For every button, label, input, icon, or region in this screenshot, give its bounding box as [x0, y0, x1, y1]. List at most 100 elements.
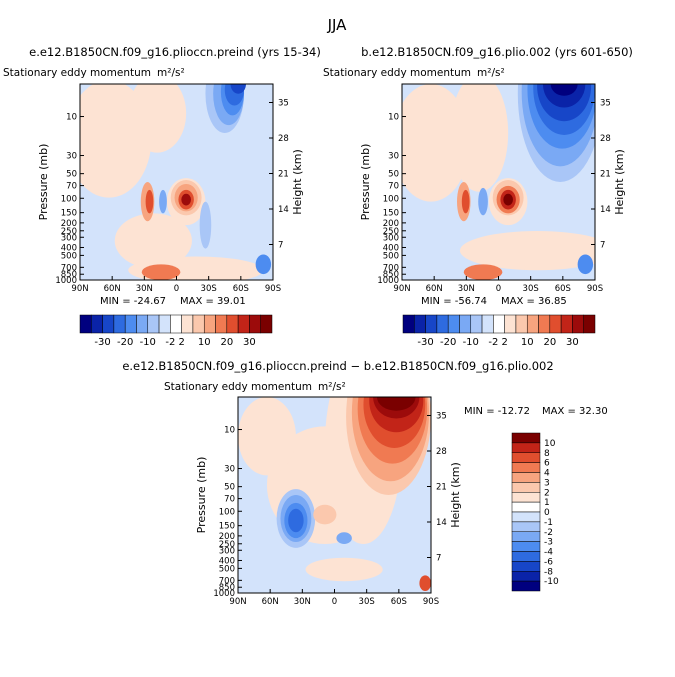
panel-1-colorbar-box	[260, 314, 273, 334]
panel-2-colorbar-box	[425, 314, 438, 334]
panel-2-ytick-label: 10	[388, 113, 399, 123]
panel-3-colorbar-label: 2	[544, 488, 550, 498]
panel-1-xtick-label: 30S	[201, 284, 217, 294]
panel-1-min: MIN = -24.67	[100, 296, 166, 307]
panel-3-ytick-label: 50	[224, 483, 235, 493]
panel-3-colorbar-label: -10	[544, 577, 559, 587]
panel-2-colorbar-box	[560, 314, 573, 334]
panel-3-ytick-label: 150	[219, 522, 235, 532]
panel-3-ytick-label: 10	[224, 426, 235, 436]
panel-3-height-label: 21	[436, 483, 447, 493]
panel-1-ylabel-right: Height (km)	[291, 149, 304, 215]
panel-2-ytick-label: 200	[383, 219, 399, 229]
panel-2-contour-region	[478, 187, 488, 216]
panel-3-colorbar-box	[511, 442, 541, 453]
panel-2-ytick-label: 50	[388, 170, 399, 180]
panel-3-colorbar-box	[511, 541, 541, 552]
panel-2-colorbar-box	[583, 314, 596, 334]
panel-1-colorbar-label: -30	[94, 337, 110, 348]
panel-2-height-label: 14	[600, 205, 611, 215]
panel-3-contour-region	[238, 397, 296, 476]
panel-3-colorbar-label: 0	[544, 508, 550, 518]
panel-1-contour-region	[128, 84, 187, 153]
panel-2-colorbar-box	[402, 314, 415, 334]
panel-2-subtitle-text: Stationary eddy momentum	[323, 67, 471, 79]
panel-2-colorbar-label: 10	[521, 337, 534, 348]
panel-3-xtick-label: 90N	[229, 597, 246, 607]
panel-2-contour-region	[461, 189, 470, 214]
panel-3-subtitle-text: Stationary eddy momentum	[164, 381, 312, 393]
panel-3-height-label: 7	[436, 554, 441, 564]
panel-3-colorbar-label: -6	[544, 557, 553, 567]
panel-1-colorbar-box	[203, 314, 216, 334]
panel-1-ytick-label: 1000	[55, 276, 77, 286]
panel-3-colorbar-box	[511, 521, 541, 532]
panel-2-colorbar-box	[459, 314, 472, 334]
panel-3-subtitle: Stationary eddy momentum m²/s²	[164, 381, 346, 393]
panel-1-colorbar-box	[215, 314, 228, 334]
panel-1-colorbar-box	[192, 314, 205, 334]
panel-2-max: MAX = 36.85	[501, 296, 567, 307]
panel-3-colorbar-box	[511, 492, 541, 503]
panel-1-colorbar-label: 10	[198, 337, 211, 348]
panel-2-colorbar-box	[436, 314, 449, 334]
panel-1-subtitle-text: Stationary eddy momentum	[3, 67, 151, 79]
panel-2-contour-region	[450, 84, 509, 192]
panel-1-contour-region	[255, 254, 272, 275]
panel-2-ytick-label: 850	[383, 270, 399, 280]
panel-1-xtick-label: 30N	[136, 284, 153, 294]
panel-3-colorbar-label: -1	[544, 518, 553, 528]
panel-2-contour-region	[503, 193, 513, 206]
panel-2-colorbar-box	[538, 314, 551, 334]
panel-1-contour-region	[145, 189, 154, 214]
panel-1-max: MAX = 39.01	[180, 296, 246, 307]
panel-2-ytick-label: 1000	[377, 276, 399, 286]
panel-1-colorbar-box	[113, 314, 126, 334]
panel-2-colorbar-box	[504, 314, 517, 334]
panel-1-subtitle: Stationary eddy momentum m²/s²	[3, 67, 185, 79]
panel-1-ytick-label: 500	[61, 251, 77, 261]
panel-3-ytick-label: 500	[219, 564, 235, 574]
panel-1-contour-region	[114, 213, 192, 269]
panel-2-xtick-label: 30N	[458, 284, 475, 294]
panel-1-contour-region	[141, 264, 181, 280]
panel-1-ytick-label: 850	[61, 270, 77, 280]
panel-3-colorbar-label: 1	[544, 498, 550, 508]
panel-3-colorbar-box	[511, 452, 541, 463]
panel-2-height-label: 28	[600, 134, 611, 144]
panel-3-units: m²/s²	[318, 381, 346, 393]
panel-3-min: MIN = -12.72	[464, 406, 530, 417]
panel-1-xtick-label: 0	[174, 284, 179, 294]
panel-3-xtick-label: 60S	[391, 597, 407, 607]
panel-3-colorbar-box	[511, 462, 541, 473]
panel-2-height-label: 35	[600, 99, 611, 109]
panel-2-xtick-label: 90S	[587, 284, 603, 294]
panel-1-plot: 1030507010015020025030040050070085010003…	[37, 83, 304, 294]
panel-3-colorbar-label: 3	[544, 478, 550, 488]
panel-3-colorbar-label: 8	[544, 449, 550, 459]
panel-2-colorbar-label: 2	[501, 337, 507, 348]
panel-1-colorbar-box	[147, 314, 160, 334]
panel-1-contour-region	[181, 193, 191, 206]
panel-3-colorbar-box	[511, 561, 541, 572]
panel-2-colorbar-box	[470, 314, 483, 334]
panel-3-height-label: 35	[436, 412, 447, 422]
panel-1-ytick-label: 10	[66, 113, 77, 123]
panel-2-colorbar-label: 20	[543, 337, 556, 348]
panel-3-ytick-label: 70	[224, 495, 235, 505]
panel-3-colorbar-box	[511, 501, 541, 513]
panel-2-contour-region	[550, 84, 578, 96]
panel-3-xtick-label: 60N	[262, 597, 279, 607]
panel-2-colorbar-box	[481, 314, 494, 334]
panel-2-min: MIN = -56.74	[421, 296, 487, 307]
panel-3-colorbar-box	[511, 432, 541, 444]
panel-3-contour-region	[313, 504, 337, 525]
panel-1-colorbar-label: 30	[243, 337, 256, 348]
panel-2-field	[402, 84, 595, 280]
panel-1-title: e.e12.B1850CN.f09_g16.plioccn.preind (yr…	[29, 45, 321, 59]
panel-2-ytick-label: 300	[383, 233, 399, 243]
panel-2-colorbar-box	[447, 314, 460, 334]
panel-3-ylabel: Pressure (mb)	[195, 457, 208, 534]
